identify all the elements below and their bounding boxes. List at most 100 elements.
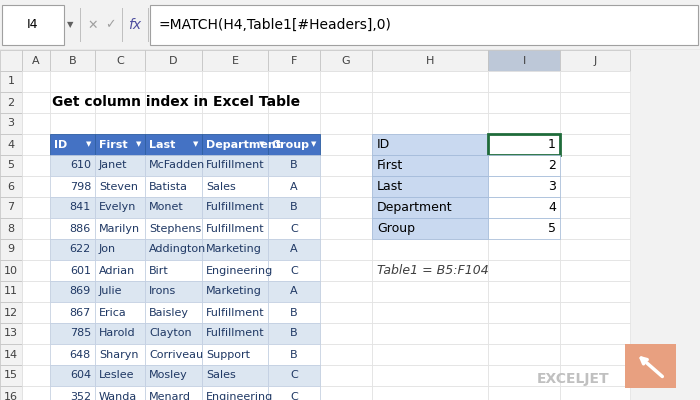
Bar	[202, 134, 268, 155]
Bar	[145, 92, 202, 113]
Bar	[268, 386, 320, 400]
Bar	[560, 365, 630, 386]
Bar	[202, 239, 268, 260]
Text: Fulfillment: Fulfillment	[206, 202, 265, 212]
Bar	[145, 323, 202, 344]
Bar	[145, 155, 202, 176]
Bar	[202, 302, 268, 323]
Bar	[202, 281, 268, 302]
Text: Clayton: Clayton	[149, 328, 192, 338]
Text: Batista: Batista	[149, 182, 188, 192]
Bar	[95, 365, 145, 386]
Text: F: F	[290, 56, 298, 66]
Text: B: B	[69, 56, 76, 66]
Bar	[268, 302, 320, 323]
Text: 14: 14	[4, 350, 18, 360]
Bar	[95, 281, 145, 302]
Bar	[372, 260, 488, 281]
Bar	[320, 197, 372, 218]
Bar	[488, 218, 560, 239]
Bar	[372, 197, 488, 218]
Text: Sales: Sales	[206, 182, 236, 192]
Text: Erica: Erica	[99, 308, 127, 318]
Text: Irons: Irons	[149, 286, 176, 296]
Bar	[372, 323, 488, 344]
Bar	[560, 134, 630, 155]
Bar	[202, 71, 268, 92]
Text: Marketing: Marketing	[206, 244, 262, 254]
Bar	[22, 218, 50, 239]
Bar	[372, 281, 488, 302]
Text: 16: 16	[4, 392, 18, 400]
Bar	[320, 155, 372, 176]
Bar	[560, 155, 630, 176]
Text: A: A	[290, 286, 298, 296]
Text: Julie: Julie	[99, 286, 122, 296]
Bar	[145, 197, 202, 218]
Bar	[202, 155, 268, 176]
Bar	[145, 344, 202, 365]
Bar	[268, 155, 320, 176]
Bar	[22, 323, 50, 344]
Text: ▼: ▼	[136, 142, 141, 148]
Text: ✕: ✕	[88, 18, 98, 32]
Bar	[268, 302, 320, 323]
Bar	[145, 134, 202, 155]
Text: Leslee: Leslee	[99, 370, 134, 380]
Bar	[560, 323, 630, 344]
Bar	[95, 386, 145, 400]
Text: 604: 604	[70, 370, 91, 380]
Bar	[320, 176, 372, 197]
Bar	[50, 302, 95, 323]
Bar	[268, 197, 320, 218]
Text: 2: 2	[548, 159, 556, 172]
Bar	[22, 281, 50, 302]
Bar	[488, 176, 560, 197]
Bar	[488, 344, 560, 365]
Bar	[268, 218, 320, 239]
Bar	[145, 155, 202, 176]
Text: 869: 869	[70, 286, 91, 296]
Bar	[268, 176, 320, 197]
Bar	[50, 260, 95, 281]
Bar	[268, 197, 320, 218]
Bar	[268, 344, 320, 365]
Bar	[488, 302, 560, 323]
Bar	[145, 365, 202, 386]
Bar	[95, 218, 145, 239]
Bar	[202, 218, 268, 239]
Text: 9: 9	[8, 244, 15, 254]
Text: B: B	[290, 350, 298, 360]
Bar	[50, 155, 95, 176]
Text: 841: 841	[70, 202, 91, 212]
Bar	[80, 8, 81, 42]
Bar	[145, 239, 202, 260]
Bar	[372, 92, 488, 113]
Text: Fulfillment: Fulfillment	[206, 160, 265, 170]
Bar	[268, 365, 320, 386]
Bar	[50, 386, 95, 400]
Bar	[202, 113, 268, 134]
Bar	[268, 344, 320, 365]
Bar	[268, 323, 320, 344]
Bar	[268, 176, 320, 197]
Bar	[95, 197, 145, 218]
Text: First: First	[99, 140, 127, 150]
Bar	[145, 71, 202, 92]
Bar	[320, 218, 372, 239]
Text: C: C	[116, 56, 124, 66]
Bar	[202, 344, 268, 365]
Text: A: A	[290, 244, 298, 254]
Bar	[372, 218, 488, 239]
Bar	[560, 113, 630, 134]
Bar	[202, 197, 268, 218]
Bar	[488, 134, 560, 155]
Text: Baisley: Baisley	[149, 308, 189, 318]
Bar	[0, 197, 22, 218]
Text: 12: 12	[4, 308, 18, 318]
Bar	[122, 8, 123, 42]
Bar	[268, 155, 320, 176]
Bar	[95, 260, 145, 281]
Bar	[145, 50, 202, 71]
Text: 3: 3	[8, 118, 15, 128]
